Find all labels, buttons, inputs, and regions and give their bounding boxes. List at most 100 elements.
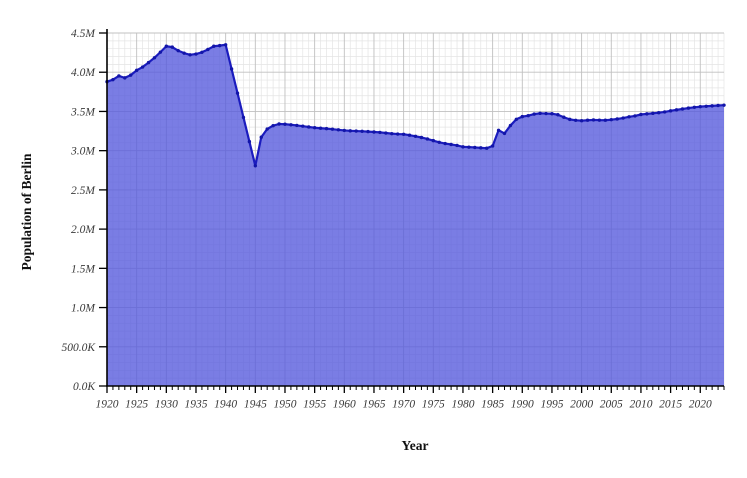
data-point xyxy=(443,141,447,146)
data-point xyxy=(568,117,572,122)
data-point xyxy=(301,124,305,128)
y-axis-title: Population of Berlin xyxy=(19,153,34,271)
x-tick-label: 1990 xyxy=(511,399,534,411)
data-point xyxy=(235,91,240,95)
data-point xyxy=(538,111,542,116)
data-point xyxy=(645,112,649,116)
data-point xyxy=(111,77,115,82)
data-point xyxy=(194,52,198,56)
data-point xyxy=(562,115,566,119)
x-tick-label: 2015 xyxy=(659,399,682,411)
data-point xyxy=(123,76,127,80)
data-point xyxy=(318,126,323,130)
x-tick-label: 1980 xyxy=(451,399,474,411)
data-point xyxy=(657,111,661,115)
data-point xyxy=(662,110,667,114)
data-point xyxy=(324,126,329,131)
y-tick-label: 4.0M xyxy=(71,67,96,79)
data-point xyxy=(307,125,311,129)
data-point xyxy=(401,132,406,136)
data-point xyxy=(680,107,685,111)
data-point xyxy=(597,118,602,122)
data-point xyxy=(615,117,619,121)
data-point xyxy=(461,145,465,149)
x-tick-label: 2005 xyxy=(600,399,623,411)
data-point xyxy=(698,104,702,109)
data-markers xyxy=(105,43,726,168)
data-point xyxy=(134,68,139,73)
data-point xyxy=(295,123,299,128)
data-point xyxy=(241,115,246,120)
data-point xyxy=(384,131,388,135)
data-point xyxy=(473,145,477,150)
data-point xyxy=(579,119,584,123)
data-point xyxy=(496,128,501,132)
data-point xyxy=(484,146,489,150)
data-point xyxy=(372,130,376,134)
data-point xyxy=(140,65,145,69)
x-tick-label: 1925 xyxy=(125,399,148,411)
data-point xyxy=(633,114,637,118)
data-point xyxy=(271,123,275,128)
data-point xyxy=(668,109,673,113)
data-point xyxy=(621,116,625,120)
y-tick-label: 2.0M xyxy=(71,224,96,236)
data-point xyxy=(218,43,222,48)
data-point xyxy=(289,123,293,127)
x-tick-label: 1975 xyxy=(422,399,445,411)
data-point xyxy=(692,105,697,109)
y-tick-label: 2.5M xyxy=(71,185,96,197)
data-point xyxy=(117,74,121,78)
data-point xyxy=(550,112,554,116)
data-point xyxy=(182,51,186,55)
data-point xyxy=(259,135,263,139)
data-point xyxy=(342,128,347,133)
data-point xyxy=(639,112,643,117)
y-tick-label: 3.5M xyxy=(70,106,96,118)
data-point xyxy=(573,118,578,123)
x-tick-label: 1965 xyxy=(362,399,385,411)
data-point xyxy=(164,44,169,48)
data-point xyxy=(419,135,424,140)
y-tick-label: 1.0M xyxy=(71,303,96,315)
data-point xyxy=(158,50,163,54)
data-point xyxy=(467,145,471,149)
x-tick-label: 1995 xyxy=(540,399,563,411)
data-point xyxy=(609,117,613,122)
x-tick-label: 1960 xyxy=(333,399,356,411)
data-point xyxy=(651,111,655,116)
x-axis-title: Year xyxy=(402,438,429,453)
x-tick-label: 2010 xyxy=(629,399,652,411)
y-tick-label: 3.0M xyxy=(70,146,96,158)
data-point xyxy=(686,106,691,110)
data-point xyxy=(479,146,483,150)
data-point xyxy=(585,118,590,122)
y-tick-label: 4.5M xyxy=(71,28,96,40)
data-point xyxy=(390,131,394,136)
data-point xyxy=(514,117,519,121)
data-point xyxy=(360,129,364,133)
data-point xyxy=(716,103,720,108)
data-point xyxy=(674,108,679,112)
data-point xyxy=(348,129,352,133)
x-tick-label: 1970 xyxy=(392,399,415,411)
data-point xyxy=(212,44,216,48)
data-point xyxy=(253,164,258,168)
y-tick-label: 0.0K xyxy=(73,381,96,393)
data-point xyxy=(449,142,453,147)
data-point xyxy=(722,103,726,107)
data-point xyxy=(437,140,441,144)
data-point xyxy=(508,123,513,128)
data-point xyxy=(704,104,708,108)
x-tick-label: 1945 xyxy=(244,399,267,411)
x-tick-label: 1950 xyxy=(273,399,296,411)
data-point xyxy=(129,73,133,77)
data-point xyxy=(188,53,192,57)
data-point xyxy=(152,56,157,60)
data-point xyxy=(526,113,530,118)
data-point xyxy=(396,132,400,136)
data-point xyxy=(283,122,287,126)
data-point xyxy=(520,114,524,119)
